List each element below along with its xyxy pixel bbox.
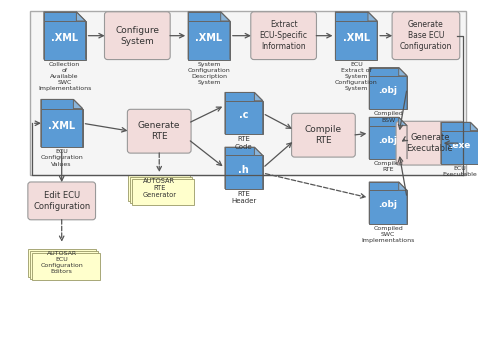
Polygon shape bbox=[470, 122, 479, 131]
FancyBboxPatch shape bbox=[369, 190, 407, 224]
Text: Compiled
RTE: Compiled RTE bbox=[373, 161, 403, 172]
FancyBboxPatch shape bbox=[369, 126, 407, 159]
FancyBboxPatch shape bbox=[30, 251, 97, 279]
FancyBboxPatch shape bbox=[188, 21, 230, 60]
FancyBboxPatch shape bbox=[441, 131, 479, 164]
FancyBboxPatch shape bbox=[441, 122, 470, 131]
Text: AUTOSAR
ECU
Configuration
Editors: AUTOSAR ECU Configuration Editors bbox=[40, 251, 83, 274]
Polygon shape bbox=[399, 67, 407, 76]
Text: RTE
Code: RTE Code bbox=[235, 136, 252, 150]
FancyBboxPatch shape bbox=[131, 177, 192, 203]
FancyBboxPatch shape bbox=[225, 147, 254, 155]
Polygon shape bbox=[399, 182, 407, 190]
Polygon shape bbox=[76, 12, 85, 21]
Text: .obj: .obj bbox=[379, 86, 397, 95]
Polygon shape bbox=[254, 147, 263, 155]
FancyBboxPatch shape bbox=[369, 76, 407, 109]
Text: Compiled
SWC
Implementations: Compiled SWC Implementations bbox=[361, 226, 415, 243]
FancyBboxPatch shape bbox=[369, 67, 399, 76]
Polygon shape bbox=[399, 117, 407, 126]
FancyBboxPatch shape bbox=[30, 11, 466, 175]
Text: Generate
Executable: Generate Executable bbox=[407, 133, 453, 153]
Text: ECU
Extract of
System
Configuration
System: ECU Extract of System Configuration Syst… bbox=[335, 61, 378, 91]
Text: Collection
of
Available
SWC
Implementations: Collection of Available SWC Implementati… bbox=[38, 61, 91, 91]
FancyBboxPatch shape bbox=[251, 12, 316, 60]
Text: RTE
Header: RTE Header bbox=[231, 191, 256, 204]
Text: Extract
ECU-Specific
Information: Extract ECU-Specific Information bbox=[260, 20, 308, 51]
FancyBboxPatch shape bbox=[127, 109, 191, 153]
FancyBboxPatch shape bbox=[28, 249, 96, 276]
Text: .XML: .XML bbox=[51, 33, 78, 43]
FancyBboxPatch shape bbox=[44, 12, 76, 21]
FancyBboxPatch shape bbox=[336, 12, 368, 21]
FancyBboxPatch shape bbox=[188, 12, 221, 21]
Polygon shape bbox=[73, 100, 83, 109]
Text: .XML: .XML bbox=[343, 33, 370, 43]
Text: .h: .h bbox=[239, 165, 249, 175]
FancyBboxPatch shape bbox=[32, 253, 99, 281]
FancyBboxPatch shape bbox=[41, 109, 83, 147]
FancyBboxPatch shape bbox=[396, 121, 464, 165]
FancyBboxPatch shape bbox=[128, 175, 190, 201]
Text: Edit ECU
Configuration: Edit ECU Configuration bbox=[33, 191, 90, 211]
Text: .XML: .XML bbox=[48, 121, 75, 131]
Text: AUTOSAR
RTE
Generator: AUTOSAR RTE Generator bbox=[142, 178, 176, 198]
FancyBboxPatch shape bbox=[105, 12, 170, 60]
Text: Generate
RTE: Generate RTE bbox=[138, 121, 180, 141]
Text: .obj: .obj bbox=[379, 136, 397, 145]
Text: Generate
Base ECU
Configuration: Generate Base ECU Configuration bbox=[400, 20, 452, 51]
FancyBboxPatch shape bbox=[28, 182, 96, 220]
FancyBboxPatch shape bbox=[369, 182, 399, 190]
FancyBboxPatch shape bbox=[41, 100, 73, 109]
Text: Compiled
BSW: Compiled BSW bbox=[373, 111, 403, 122]
FancyBboxPatch shape bbox=[291, 113, 355, 157]
Text: System
Configuration
Description
System: System Configuration Description System bbox=[188, 61, 230, 85]
FancyBboxPatch shape bbox=[132, 179, 194, 205]
FancyBboxPatch shape bbox=[44, 21, 85, 60]
Text: .exe: .exe bbox=[449, 141, 470, 150]
Polygon shape bbox=[221, 12, 230, 21]
FancyBboxPatch shape bbox=[392, 12, 460, 60]
FancyBboxPatch shape bbox=[369, 117, 399, 126]
Text: .obj: .obj bbox=[379, 201, 397, 209]
Text: .XML: .XML bbox=[195, 33, 223, 43]
Text: .c: .c bbox=[239, 110, 249, 120]
Polygon shape bbox=[368, 12, 377, 21]
FancyBboxPatch shape bbox=[336, 21, 377, 60]
Text: ECU
Configuration
Values: ECU Configuration Values bbox=[40, 149, 83, 167]
FancyBboxPatch shape bbox=[225, 155, 263, 189]
Polygon shape bbox=[254, 92, 263, 101]
FancyBboxPatch shape bbox=[225, 92, 254, 101]
Text: ECU
Executable: ECU Executable bbox=[443, 166, 477, 177]
FancyBboxPatch shape bbox=[225, 101, 263, 134]
Text: Compile
RTE: Compile RTE bbox=[305, 125, 342, 145]
Text: Configure
System: Configure System bbox=[115, 26, 159, 46]
